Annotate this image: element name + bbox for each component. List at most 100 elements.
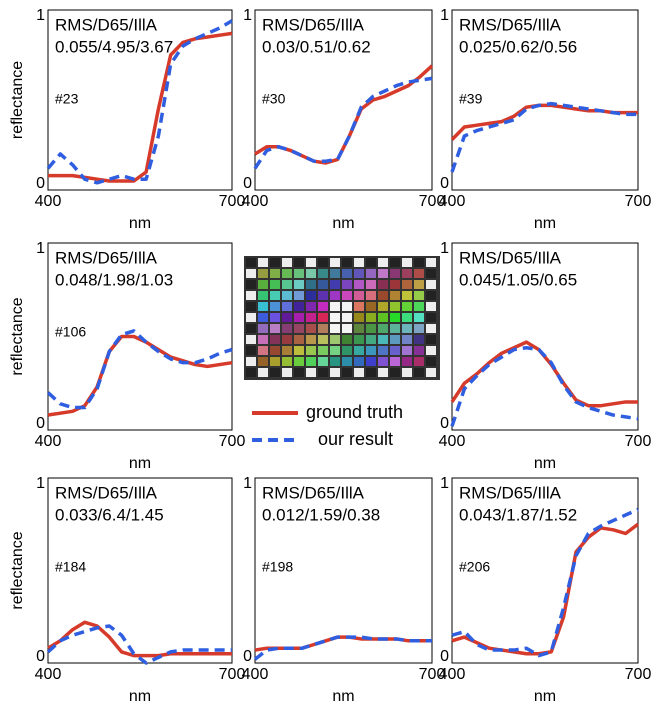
checker-patch: [270, 357, 280, 366]
checker-patch: [378, 302, 388, 311]
checker-patch: [390, 313, 400, 322]
checker-patch: [318, 313, 328, 322]
checker-patch: [342, 368, 352, 377]
checker-patch: [282, 302, 292, 311]
checker-patch: [426, 324, 436, 333]
y-tick-label: 0: [243, 175, 252, 192]
checker-patch: [258, 357, 268, 366]
x-axis-label: nm: [534, 455, 556, 472]
y-tick-label: 1: [440, 475, 449, 492]
checker-patch: [294, 313, 304, 322]
series-line: [253, 635, 432, 661]
x-tick-label: 400: [35, 193, 62, 210]
y-tick-label: 0: [440, 175, 449, 192]
panel-label: #39: [459, 91, 483, 107]
panel-title: RMS/D65/IllA: [55, 15, 158, 34]
checker-patch: [270, 302, 280, 311]
checker-patch: [306, 291, 316, 300]
x-tick-label: 400: [242, 666, 269, 683]
legend-label: ground truth: [306, 402, 403, 422]
checker-patch: [246, 302, 256, 311]
checker-patch: [366, 368, 376, 377]
checker-patch: [414, 368, 424, 377]
x-axis-label: nm: [332, 215, 354, 232]
checker-patch: [282, 357, 292, 366]
checker-patch: [414, 280, 424, 289]
checker-patch: [354, 335, 364, 344]
checker-patch: [294, 335, 304, 344]
panel-subtitle: 0.055/4.95/3.67: [55, 37, 173, 56]
series-line: [253, 76, 433, 170]
checker-patch: [366, 291, 376, 300]
plot-frame: [254, 477, 433, 664]
checker-patch: [414, 269, 424, 278]
color-checker-image: [244, 256, 440, 380]
y-axis-label: reflectance: [9, 61, 26, 139]
checker-patch: [246, 346, 256, 355]
checker-patch: [330, 313, 340, 322]
checker-patch: [330, 324, 340, 333]
checker-patch: [378, 368, 388, 377]
checker-patch: [246, 280, 256, 289]
checker-patch: [258, 346, 268, 355]
checker-patch: [282, 313, 292, 322]
checker-patch: [294, 324, 304, 333]
checker-patch: [414, 346, 424, 355]
x-tick-label: 700: [419, 666, 446, 683]
checker-patch: [390, 368, 400, 377]
x-tick-label: 700: [625, 433, 652, 450]
checker-patch: [330, 368, 340, 377]
checker-patch: [366, 313, 376, 322]
checker-patch: [402, 368, 412, 377]
checker-patch: [402, 313, 412, 322]
checker-patch: [426, 302, 436, 311]
series-line: [451, 507, 639, 658]
checker-patch: [318, 368, 328, 377]
checker-patch: [342, 269, 352, 278]
checker-patch: [318, 324, 328, 333]
checker-patch: [318, 302, 328, 311]
checker-patch: [378, 335, 388, 344]
x-axis-label: nm: [534, 688, 556, 702]
x-tick-label: 400: [439, 666, 466, 683]
checker-patch: [390, 346, 400, 355]
x-tick-label: 400: [439, 433, 466, 450]
checker-patch: [378, 291, 388, 300]
checker-patch: [414, 313, 424, 322]
checker-patch: [318, 335, 328, 344]
checker-patch: [258, 280, 268, 289]
series-line: [46, 624, 232, 665]
y-tick-label: 0: [440, 415, 449, 432]
checker-patch: [342, 324, 352, 333]
x-tick-label: 400: [439, 193, 466, 210]
panel-label: #198: [262, 559, 293, 575]
checker-patch: [330, 302, 340, 311]
plot-frame: [451, 9, 639, 191]
x-tick-label: 400: [35, 433, 62, 450]
checker-patch: [342, 335, 352, 344]
y-tick-label: 0: [36, 175, 45, 192]
checker-patch: [258, 258, 268, 267]
y-tick-label: 1: [36, 240, 45, 257]
checker-patch: [342, 291, 352, 300]
checker-patch: [354, 302, 364, 311]
checker-patch: [330, 280, 340, 289]
panel-subtitle: 0.012/1.59/0.38: [262, 505, 380, 524]
panel-label: #184: [55, 559, 86, 575]
checker-patch: [294, 357, 304, 366]
series-line: [46, 329, 233, 410]
checker-patch: [294, 258, 304, 267]
checker-patch: [366, 335, 376, 344]
checker-patch: [342, 346, 352, 355]
checker-patch: [366, 357, 376, 366]
checker-patch: [366, 346, 376, 355]
series-line: [46, 19, 233, 185]
checker-patch: [378, 280, 388, 289]
checker-patch: [426, 346, 436, 355]
checker-patch: [378, 258, 388, 267]
panel-subtitle: 0.03/0.51/0.62: [262, 37, 371, 56]
series-line: [450, 345, 639, 427]
checker-patch: [342, 302, 352, 311]
checker-patch: [258, 313, 268, 322]
